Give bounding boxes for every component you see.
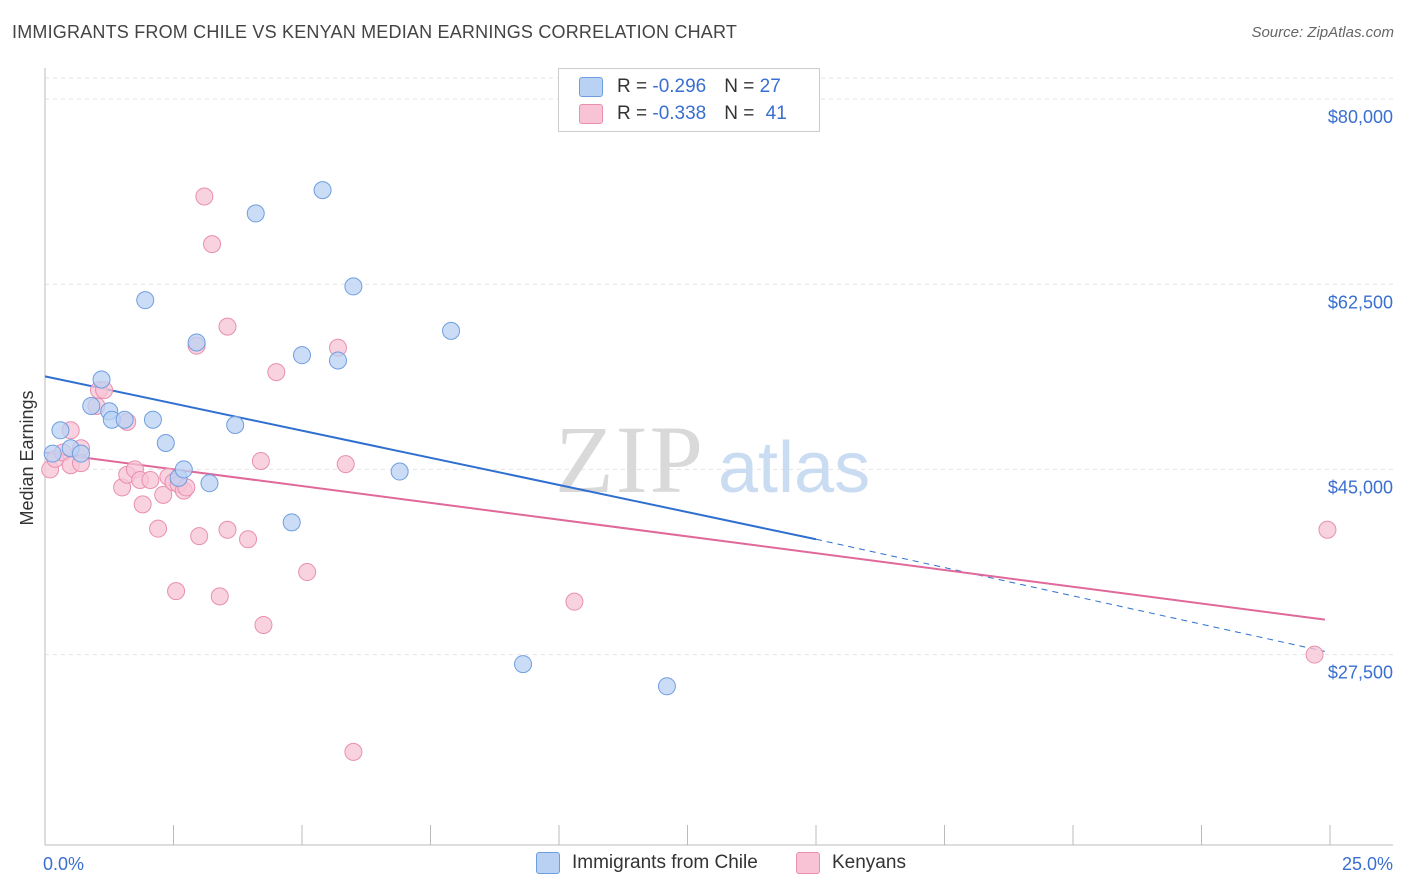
legend-row-chile: R = -0.296 N = 27 — [579, 74, 781, 100]
axis-layer: $27,500 $45,000 $62,500 $80,000 — [44, 68, 1393, 846]
watermark: ZIP atlas — [555, 406, 870, 513]
legend-n-value: 41 — [765, 103, 787, 124]
data-point-kenya — [239, 530, 258, 549]
data-point-kenya — [190, 527, 209, 546]
trend-layer — [44, 375, 1325, 652]
watermark-zip: ZIP — [555, 406, 705, 513]
data-point-kenya — [141, 471, 160, 490]
data-point-kenya — [218, 520, 237, 539]
data-point-kenya — [154, 485, 173, 504]
data-point-chile — [313, 181, 332, 200]
data-point-kenya — [203, 235, 222, 254]
data-point-chile — [92, 370, 111, 389]
data-point-chile — [71, 444, 90, 463]
point-layer — [41, 181, 1337, 761]
legend-n-value: 27 — [759, 76, 781, 97]
trend-line-chile-extension — [815, 538, 1325, 652]
data-point-chile — [282, 513, 301, 532]
data-point-chile — [51, 421, 70, 440]
data-point-chile — [226, 416, 245, 435]
legend-r-value: -0.338 — [652, 103, 707, 124]
data-point-chile — [246, 204, 265, 223]
data-point-chile — [442, 321, 461, 340]
bottom-legend-swatch-chile — [536, 852, 560, 874]
data-point-kenya — [251, 451, 270, 470]
data-point-kenya — [336, 455, 355, 474]
data-point-kenya — [267, 363, 286, 382]
data-point-kenya — [195, 187, 214, 206]
data-point-chile — [328, 351, 347, 370]
data-point-kenya — [210, 587, 229, 606]
legend-n-label: N = — [724, 103, 760, 124]
data-point-chile — [657, 677, 676, 696]
data-point-chile — [390, 462, 409, 481]
legend-r-label: R = — [617, 103, 653, 124]
x-tick-label-start: 0.0% — [43, 854, 84, 874]
data-point-chile — [293, 346, 311, 365]
data-point-chile — [187, 333, 206, 352]
trend-line-kenya — [44, 451, 1325, 621]
watermark-atlas: atlas — [718, 428, 870, 508]
y-tick-label: $80,000 — [1328, 107, 1393, 127]
bottom-legend-kenya: Kenyans — [796, 852, 906, 874]
y-tick-label: $62,500 — [1328, 292, 1393, 312]
data-point-kenya — [149, 519, 168, 538]
legend-swatch-chile — [579, 77, 603, 97]
data-point-kenya — [1318, 520, 1337, 539]
data-point-kenya — [133, 495, 152, 514]
legend-n-label: N = — [724, 76, 760, 97]
chart-source: Source: ZipAtlas.com — [1251, 24, 1394, 41]
data-point-chile — [82, 396, 101, 415]
data-point-kenya — [298, 563, 317, 582]
y-tick-label: $45,000 — [1328, 477, 1393, 497]
data-point-kenya — [218, 317, 237, 336]
bottom-legend-swatch-kenya — [796, 852, 820, 874]
data-point-chile — [156, 433, 175, 452]
legend-r-label: R = — [617, 76, 653, 97]
data-point-chile — [344, 277, 363, 296]
bottom-legend-chile: Immigrants from Chile — [536, 852, 758, 874]
trend-line-chile — [44, 375, 817, 541]
data-point-kenya — [344, 742, 363, 761]
grid-layer — [45, 77, 1393, 656]
legend-swatch-kenya — [579, 104, 603, 124]
bottom-legend-label-chile: Immigrants from Chile — [572, 852, 758, 873]
legend-row-kenya: R = -0.338 N = 41 — [579, 101, 787, 127]
data-point-kenya — [254, 615, 273, 634]
data-point-chile — [143, 410, 162, 429]
data-point-chile — [200, 474, 219, 493]
data-point-chile — [43, 444, 62, 463]
data-point-kenya — [167, 582, 186, 601]
data-point-kenya — [1305, 645, 1324, 664]
stats-legend: R = -0.296 N = 27 R = -0.338 N = 41 — [558, 68, 820, 132]
data-point-kenya — [565, 592, 584, 611]
y-tick-label: $27,500 — [1328, 663, 1393, 683]
data-point-chile — [514, 655, 533, 674]
x-tick-label-end: 25.0% — [1342, 854, 1393, 874]
y-axis-label: Median Earnings — [17, 390, 37, 525]
data-point-chile — [115, 410, 134, 429]
chart-title: IMMIGRANTS FROM CHILE VS KENYAN MEDIAN E… — [12, 22, 738, 42]
bottom-legend-label-kenya: Kenyans — [832, 852, 906, 873]
data-point-chile — [174, 460, 193, 479]
legend-r-value: -0.296 — [652, 76, 707, 97]
data-point-chile — [136, 291, 155, 310]
